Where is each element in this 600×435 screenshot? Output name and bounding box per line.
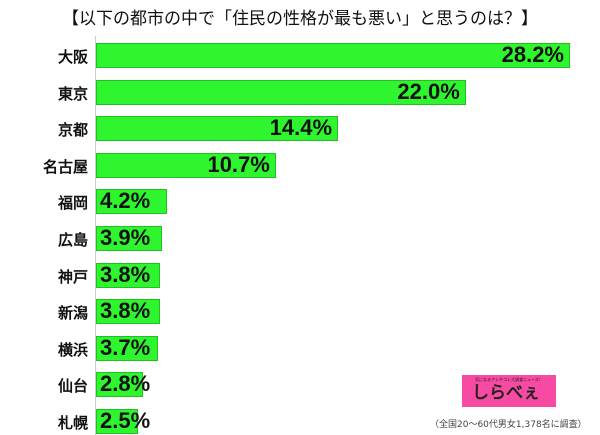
- survey-footnote: （全国20〜60代男女1,378名に調査）: [430, 420, 587, 430]
- data-label: 3.8%: [100, 298, 151, 324]
- shirabee-logo: 気になるアレやコレ大調査ニュース！ しらべぇ: [462, 375, 556, 407]
- logo-tagline: 気になるアレやコレ大調査ニュース！: [475, 377, 543, 382]
- data-label: 22.0%: [397, 78, 460, 104]
- bar: [96, 335, 159, 361]
- data-label: 3.9%: [100, 225, 151, 250]
- bar: [96, 189, 167, 215]
- data-label: 10.7%: [207, 151, 270, 177]
- bar: [96, 372, 144, 398]
- category-label: 仙台: [57, 377, 88, 396]
- data-label: 14.4%: [269, 115, 333, 141]
- data-label: 2.5%: [100, 408, 151, 433]
- category-label: 大阪: [57, 48, 88, 66]
- bar: [96, 226, 162, 251]
- logo-name: しらべぇ: [472, 383, 540, 403]
- category-label: 名古屋: [42, 157, 88, 176]
- bar: [96, 152, 276, 178]
- data-label: 3.8%: [100, 261, 151, 287]
- category-label: 新潟: [57, 304, 88, 323]
- category-label: 神戸: [57, 267, 88, 286]
- data-label: 28.2%: [501, 42, 564, 67]
- category-label: 札幌: [57, 414, 88, 432]
- bar: [96, 409, 139, 434]
- category-label: 広島: [57, 231, 88, 249]
- bar: [96, 43, 570, 68]
- chart-title: 【以下の都市の中で「住民の性格が最も悪い」と思うのは？】: [62, 9, 538, 29]
- data-label: 4.2%: [100, 188, 151, 214]
- category-label: 横浜: [57, 340, 88, 359]
- category-label: 京都: [57, 121, 88, 140]
- category-label: 東京: [57, 84, 88, 103]
- bar: [96, 116, 339, 142]
- bar: [96, 79, 466, 105]
- data-label: 3.7%: [100, 334, 151, 360]
- y-axis-line: [95, 36, 96, 435]
- bar: [96, 262, 160, 288]
- data-label: 2.8%: [100, 371, 151, 397]
- bar: [96, 299, 160, 325]
- category-label: 福岡: [57, 194, 88, 213]
